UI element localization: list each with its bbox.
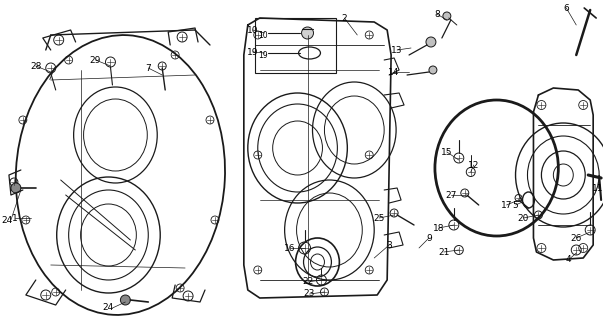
Text: 9: 9 (426, 234, 432, 243)
Text: 4: 4 (566, 255, 571, 265)
Text: 26: 26 (571, 234, 582, 243)
Circle shape (426, 37, 436, 47)
Text: 21: 21 (438, 247, 450, 257)
Text: 28: 28 (30, 61, 42, 70)
Text: 13: 13 (391, 45, 403, 54)
Text: 1: 1 (12, 213, 18, 222)
Text: 8: 8 (434, 10, 440, 19)
Text: 23: 23 (304, 290, 315, 299)
Text: 22: 22 (302, 277, 313, 286)
Text: 10: 10 (258, 30, 267, 39)
Text: 27: 27 (445, 190, 457, 199)
Text: 16: 16 (284, 244, 295, 252)
Text: 6: 6 (563, 4, 569, 12)
Text: 19: 19 (247, 47, 258, 57)
Text: 18: 18 (433, 223, 445, 233)
Text: 5: 5 (512, 201, 518, 210)
Text: 7: 7 (145, 63, 151, 73)
Text: 2: 2 (342, 13, 347, 22)
Text: 11: 11 (592, 183, 604, 193)
Text: 17: 17 (501, 201, 512, 210)
Text: 10: 10 (247, 26, 258, 35)
Text: 20: 20 (518, 213, 529, 222)
Text: 24: 24 (103, 303, 114, 313)
Text: 25: 25 (373, 213, 385, 222)
Circle shape (301, 27, 313, 39)
Text: 24: 24 (1, 215, 13, 225)
Text: 12: 12 (468, 161, 479, 170)
Text: 15: 15 (441, 148, 453, 156)
Circle shape (429, 66, 437, 74)
Text: 19: 19 (258, 51, 267, 60)
Text: 14: 14 (388, 68, 400, 76)
Text: 29: 29 (90, 55, 101, 65)
Circle shape (11, 183, 21, 193)
Circle shape (443, 12, 451, 20)
Circle shape (120, 295, 130, 305)
Text: 3: 3 (386, 241, 392, 250)
